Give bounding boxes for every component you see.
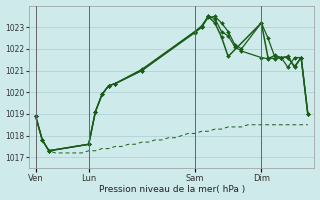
X-axis label: Pression niveau de la mer( hPa ): Pression niveau de la mer( hPa )	[99, 185, 245, 194]
